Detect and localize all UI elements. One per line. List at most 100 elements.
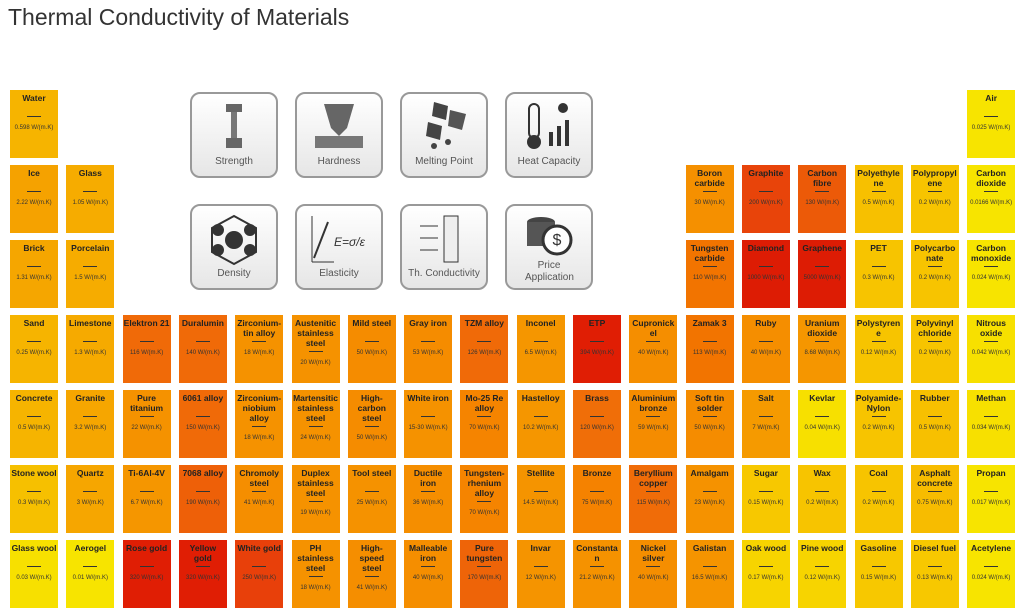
conductivity-value: 8.68 W/(m.K) — [804, 350, 840, 356]
divider — [590, 566, 604, 567]
material-cell: Sugar 0.15 W/(m.K) — [741, 465, 790, 533]
material-cell: Aerogel 0.01 W/(m.K) — [66, 540, 115, 608]
conductivity-value: 24 W/(m.K) — [300, 435, 331, 441]
material-name: Granite — [75, 393, 106, 403]
material-cell: Brass 120 W/(m.K) — [573, 390, 621, 458]
material-name: Quartz — [76, 468, 104, 478]
material-cell: Ti-6Al-4V 6.7 W/(m.K) — [122, 465, 171, 533]
divider — [871, 191, 886, 192]
conductivity-value: 0.5 W/(m.K) — [17, 425, 50, 431]
conductivity-value: 0.024 W/(m.K) — [971, 275, 1011, 281]
conductivity-value: 0.12 W/(m.K) — [860, 350, 897, 356]
conductivity-value: 113 W/(m.K) — [692, 350, 727, 356]
material-name: Galistan — [692, 543, 727, 553]
material-cell: Quartz 3 W/(m.K) — [66, 465, 115, 533]
material-cell: Soft tin solder 50 W/(m.K) — [685, 390, 734, 458]
material-name: Elektron 21 — [123, 318, 170, 328]
material-cell: Carbon fibre 130 W/(m.K) — [798, 165, 847, 233]
divider — [308, 426, 323, 427]
divider — [815, 266, 830, 267]
material-name: Hastelloy — [521, 393, 560, 403]
conductivity-value: 40 W/(m.K) — [638, 575, 669, 581]
price-button[interactable]: $ Price Application — [505, 204, 593, 290]
conductivity-value: 0.2 W/(m.K) — [918, 350, 951, 356]
conductivity-value: 0.2 W/(m.K) — [806, 500, 839, 506]
conductivity-value: 12 W/(m.K) — [525, 575, 556, 581]
conductivity-value: 14.5 W/(m.K) — [523, 500, 559, 506]
material-name: 7068 alloy — [182, 468, 224, 478]
heat-capacity-button[interactable]: Heat Capacity — [505, 92, 593, 178]
material-name: Mild steel — [352, 318, 392, 328]
divider — [758, 191, 773, 192]
conductivity-value: 1.5 W/(m.K) — [74, 275, 107, 281]
material-cell: Diesel fuel 0.13 W/(m.K) — [910, 540, 959, 608]
material-name: Gasoline — [860, 543, 897, 553]
material-name: Coal — [869, 468, 888, 478]
conductivity-value: 59 W/(m.K) — [638, 425, 669, 431]
material-cell: Yellow gold 320 W/(m.K) — [178, 540, 227, 608]
conductivity-value: 0.03 W/(m.K) — [16, 575, 52, 581]
material-name: Polyethylene — [857, 168, 900, 188]
divider — [815, 416, 830, 417]
material-cell: Inconel 6.5 W/(m.K) — [516, 315, 565, 383]
material-name: TZM alloy — [464, 318, 504, 328]
th-conductivity-button[interactable]: Th. Conductivity — [400, 204, 488, 290]
strength-button[interactable]: Strength — [190, 92, 278, 178]
material-cell: Polystyrene 0.12 W/(m.K) — [854, 315, 903, 383]
conductivity-value: 130 W/(m.K) — [805, 200, 840, 206]
svg-text:$: $ — [553, 232, 562, 249]
conductivity-value: 3 W/(m.K) — [76, 500, 104, 506]
conductivity-value: 18 W/(m.K) — [244, 350, 275, 356]
conductivity-value: 0.01 W/(m.K) — [72, 575, 108, 581]
conductivity-value: 0.3 W/(m.K) — [862, 275, 895, 281]
conductivity-value: 10.2 W/(m.K) — [523, 425, 559, 431]
density-button[interactable]: Density — [190, 204, 278, 290]
divider — [984, 566, 999, 567]
material-cell: Polyvinyl chloride 0.2 W/(m.K) — [910, 315, 959, 383]
material-name: Diamond — [747, 243, 785, 253]
melting-point-button[interactable]: Melting Point — [400, 92, 488, 178]
material-name: Zirconium-tin alloy — [237, 318, 282, 338]
divider — [927, 491, 942, 492]
divider — [27, 266, 41, 267]
divider — [815, 566, 830, 567]
material-cell: Tungsten carbide 110 W/(m.K) — [685, 240, 734, 308]
conductivity-value: 0.5 W/(m.K) — [918, 425, 951, 431]
material-name: White iron — [407, 393, 449, 403]
conductivity-value: 120 W/(m.K) — [580, 425, 614, 431]
divider — [590, 491, 604, 492]
divider — [139, 416, 154, 417]
material-cell: Ductile iron 36 W/(m.K) — [404, 465, 453, 533]
divider — [27, 566, 41, 567]
material-cell: Porcelain 1.5 W/(m.K) — [66, 240, 115, 308]
divider — [308, 501, 323, 502]
material-name: Tungsten carbide — [690, 243, 729, 263]
hardness-button[interactable]: Hardness — [295, 92, 383, 178]
material-cell: Invar 12 W/(m.K) — [516, 540, 565, 608]
material-name: Graphene — [802, 243, 843, 253]
material-name: Sugar — [753, 468, 778, 478]
conductivity-value: 126 W/(m.K) — [467, 350, 502, 356]
conductivity-value: 0.12 W/(m.K) — [804, 575, 840, 581]
conductivity-value: 6.5 W/(m.K) — [524, 350, 557, 356]
material-name: Yellow gold — [189, 543, 217, 563]
divider — [702, 566, 717, 567]
material-name: Porcelain — [71, 243, 110, 253]
material-cell: Gray iron 53 W/(m.K) — [404, 315, 453, 383]
material-cell: Boron carbide 30 W/(m.K) — [685, 165, 734, 233]
material-name: Brick — [23, 243, 45, 253]
divider — [702, 191, 717, 192]
divider — [758, 266, 773, 267]
material-name: Tungsten-rhenium alloy — [464, 468, 505, 498]
material-cell: Hastelloy 10.2 W/(m.K) — [516, 390, 565, 458]
material-name: Rose gold — [126, 543, 168, 553]
divider — [308, 351, 323, 352]
elasticity-button[interactable]: E=σ/ε Elasticity — [295, 204, 383, 290]
material-name: Propan — [976, 468, 1006, 478]
material-cell: Kevlar 0.04 W/(m.K) — [798, 390, 847, 458]
material-name: Nickel silver — [640, 543, 666, 563]
divider — [364, 491, 379, 492]
conductivity-value: 0.04 W/(m.K) — [804, 425, 840, 431]
material-cell: PH stainless steel 18 W/(m.K) — [291, 540, 340, 608]
divider — [477, 566, 492, 567]
